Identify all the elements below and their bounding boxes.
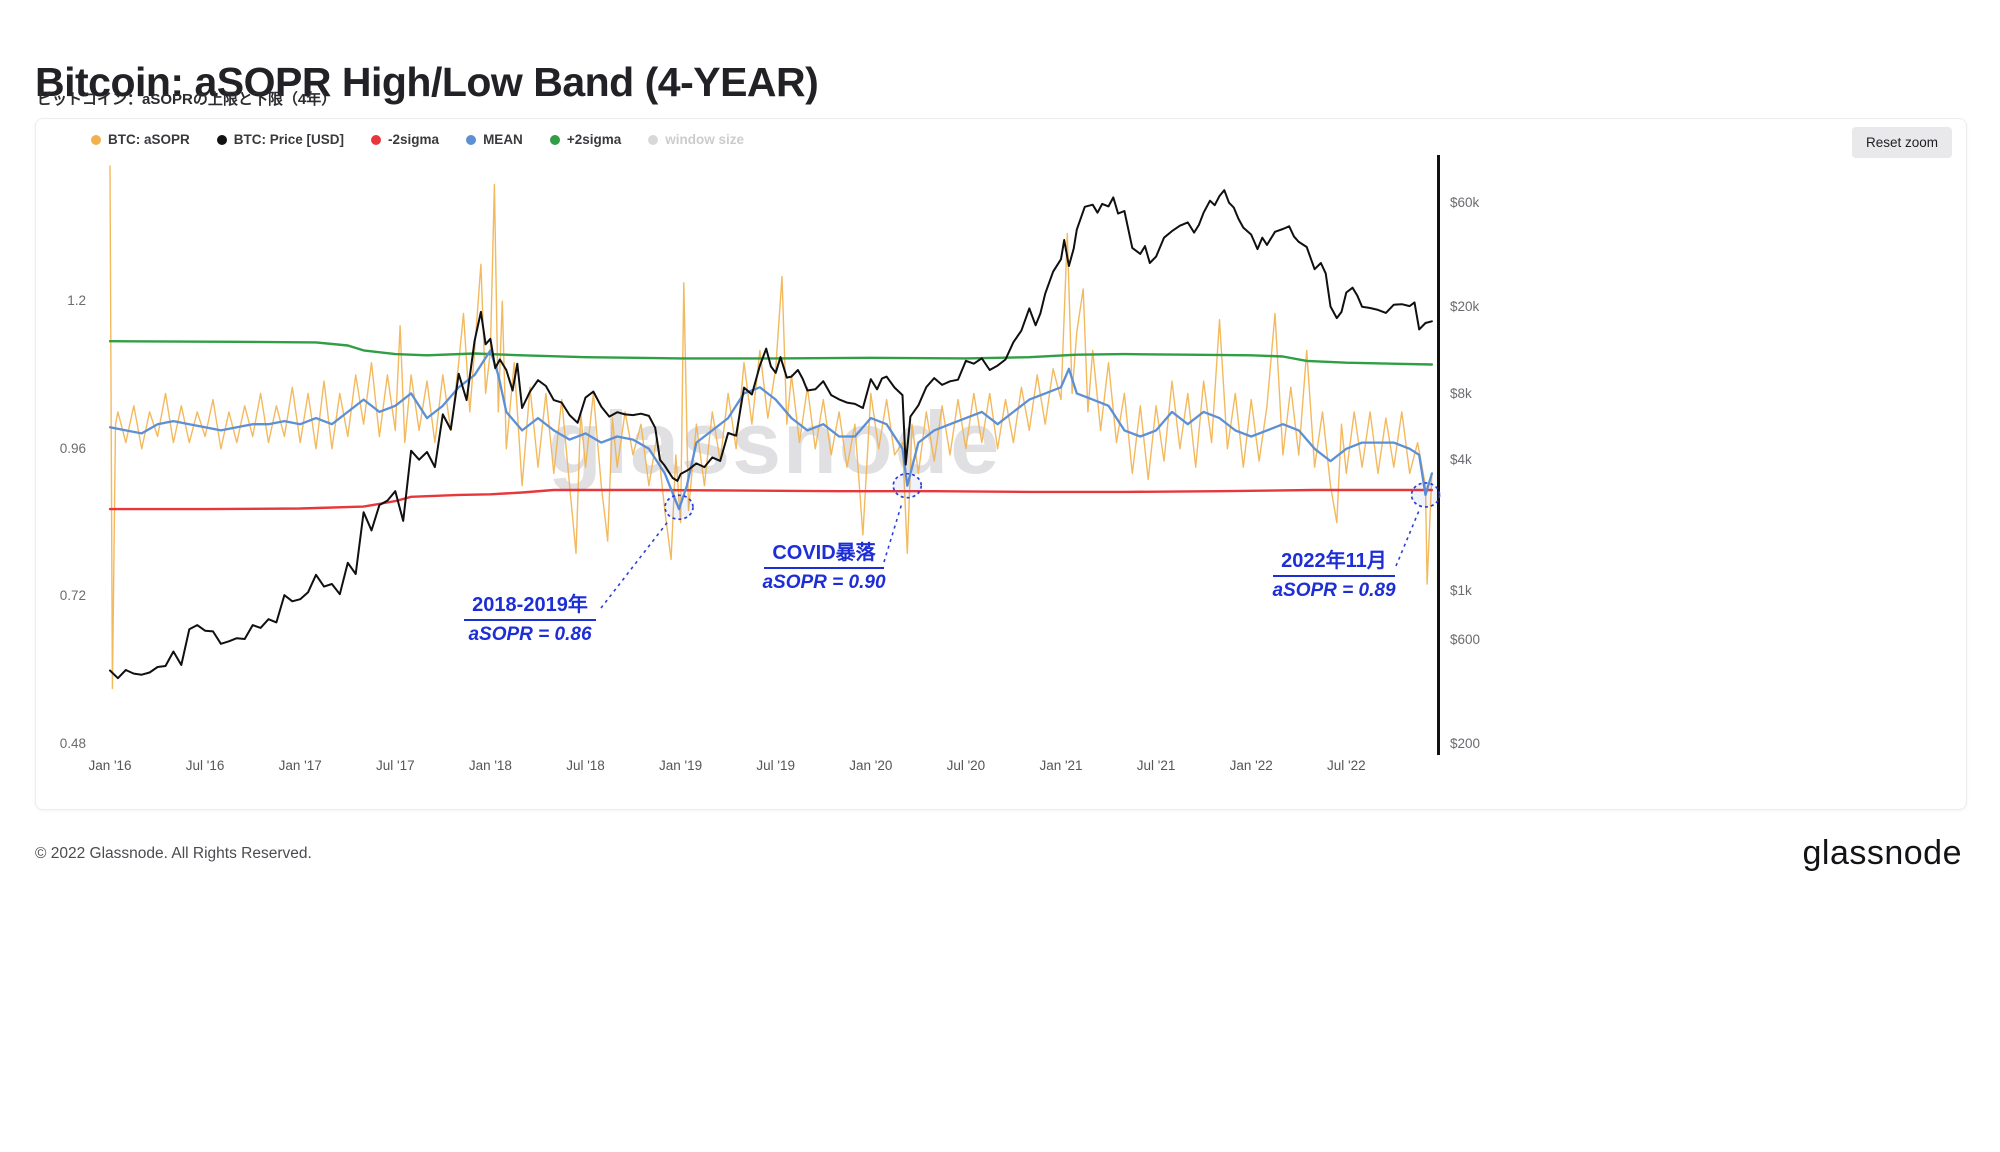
xtick-label: Jan '22	[1229, 758, 1273, 773]
legend-dot-icon	[216, 134, 227, 145]
xtick-label: Jan '21	[1039, 758, 1083, 773]
annotation-label-1: 2018-2019年 aSOPR = 0.86	[445, 588, 615, 646]
xtick-label: Jan '16	[88, 758, 132, 773]
xtick-label: Jul '17	[375, 758, 415, 773]
xtick-label: Jan '20	[849, 758, 893, 773]
xtick-label: Jul '18	[566, 758, 605, 773]
ytick-right-label: $200	[1450, 736, 1481, 751]
annotation-pointer-3	[1395, 510, 1420, 567]
annotation-circle-1	[664, 494, 694, 521]
annotation-value: aSOPR = 0.86	[468, 624, 592, 645]
annotation-value: aSOPR = 0.89	[1272, 580, 1396, 601]
legend-dot-icon	[91, 134, 101, 145]
legend-label: +2sigma	[566, 132, 622, 147]
legend-label: window size	[665, 132, 744, 147]
series-2sigma	[108, 340, 1434, 366]
annotation-title: COVID暴落	[764, 536, 884, 569]
ytick-left-label: 0.96	[59, 440, 86, 456]
annotation-pointer-1	[600, 520, 670, 609]
legend-item-mean[interactable]: MEAN	[466, 132, 523, 147]
xtick-label: Jul '20	[946, 758, 986, 773]
ytick-right-label: $20k	[1450, 299, 1480, 314]
annotation-title: 2018-2019年	[464, 588, 596, 621]
legend-label: BTC: Price [USD]	[233, 132, 345, 147]
reset-zoom-button[interactable]: Reset zoom	[1851, 127, 1952, 158]
legend-dot-icon	[648, 134, 659, 145]
annotation-label-3: 2022年11月 aSOPR = 0.89	[1253, 544, 1415, 602]
legend-label: -2sigma	[388, 132, 440, 147]
copyright-text: © 2022 Glassnode. All Rights Reserved.	[35, 845, 312, 862]
xtick-label: Jul '22	[1326, 758, 1366, 773]
page-subtitle-japanese: ビットコイン：aSOPRの上限と下限（4年）	[37, 91, 337, 108]
legend-item-2sigma[interactable]: -2sigma	[371, 132, 439, 147]
legend-dot-icon	[371, 134, 382, 145]
legend: BTC: aSOPR BTC: Price [USD] -2sigma MEAN +2s…	[91, 132, 744, 147]
ytick-right-label: $4k	[1450, 451, 1472, 467]
annotation-circle-3	[1410, 482, 1441, 508]
glassnode-logo: glassnode	[1802, 834, 1962, 872]
ytick-right-label: $1k	[1450, 583, 1472, 599]
ytick-right-label: $60k	[1450, 194, 1480, 210]
annotation-circle-2	[892, 472, 923, 499]
chart-card: BTC: aSOPR BTC: Price [USD] -2sigma MEAN +2s…	[35, 118, 1967, 810]
series-mean	[108, 349, 1434, 511]
annotation-label-2: COVID暴落 aSOPR = 0.90	[740, 536, 908, 594]
ytick-right-label: $600	[1450, 631, 1481, 647]
xtick-label: Jan '17	[278, 758, 322, 773]
xtick-label: Jul '21	[1136, 758, 1176, 773]
ytick-right-label: $8k	[1450, 385, 1472, 401]
xtick-label: Jan '18	[468, 758, 512, 773]
legend-label: MEAN	[483, 132, 523, 147]
legend-item-btc-asopr[interactable]: BTC: aSOPR	[91, 132, 190, 147]
ytick-left-label: 1.2	[67, 293, 86, 309]
xtick-label: Jul '16	[185, 758, 225, 773]
legend-item-btc-price-usd[interactable]: BTC: Price [USD]	[216, 132, 345, 147]
legend-label: BTC: aSOPR	[108, 132, 190, 147]
xtick-label: Jan '19	[659, 758, 703, 773]
annotation-value: aSOPR = 0.90	[762, 572, 886, 593]
xtick-label: Jul '19	[756, 758, 795, 773]
legend-item-window-size[interactable]: window size	[648, 132, 744, 147]
legend-dot-icon	[549, 134, 560, 145]
series-2sigma	[108, 488, 1434, 511]
series-btc-asopr	[109, 165, 1433, 690]
ytick-left-label: 0.72	[59, 588, 86, 604]
ytick-left-label: 0.48	[59, 736, 86, 751]
annotation-title: 2022年11月	[1273, 544, 1395, 577]
page-title: Bitcoin: aSOPR High/Low Band (4-YEAR)	[35, 59, 819, 106]
legend-dot-icon	[466, 134, 477, 145]
legend-item-2sigma[interactable]: +2sigma	[549, 132, 622, 147]
series-btc-price-usd	[109, 189, 1433, 680]
